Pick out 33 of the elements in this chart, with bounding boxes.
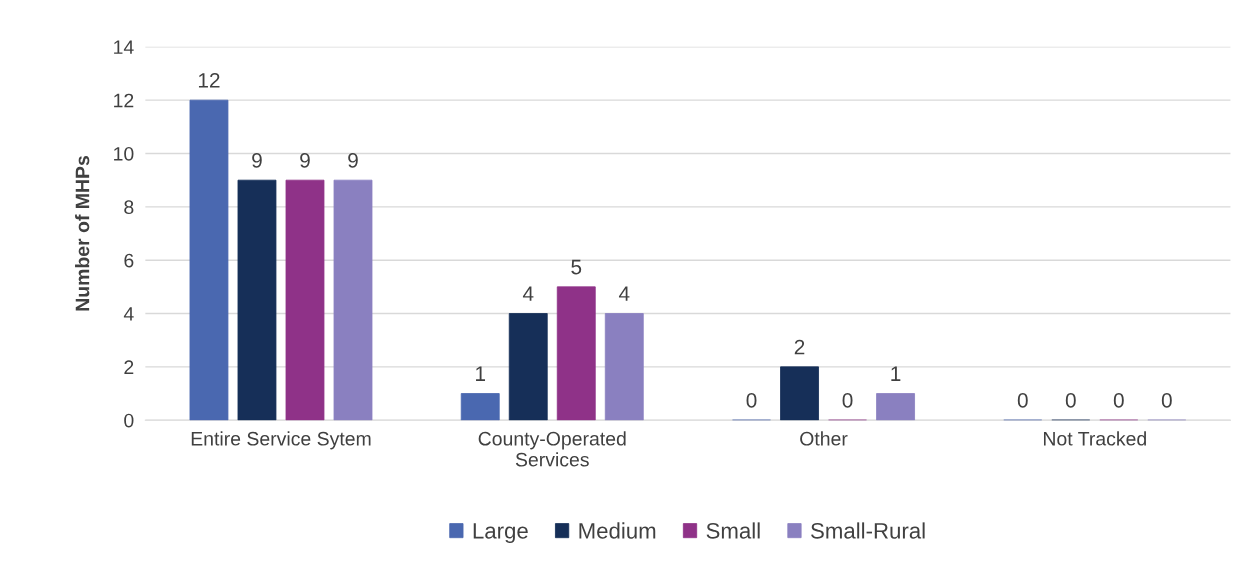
y-tick-label: 0 — [124, 413, 134, 428]
data-label: 1 — [891, 366, 901, 381]
y-tick-label: 4 — [123, 307, 134, 321]
data-label: 0 — [1161, 393, 1172, 408]
data-label: 2 — [794, 339, 805, 355]
y-tick-label: 2 — [124, 360, 134, 374]
y-axis-title: Number of MHPs — [75, 155, 90, 311]
x-tick-label: County-Operated Services — [478, 431, 626, 467]
y-tick-label: 8 — [124, 200, 134, 215]
data-label: 0 — [842, 393, 853, 408]
x-tick-label: Not Tracked — [1043, 431, 1146, 446]
data-label: 9 — [348, 152, 358, 168]
data-label: 0 — [1017, 393, 1028, 408]
data-label: 5 — [571, 259, 582, 275]
data-label: 9 — [252, 152, 262, 168]
data-label: 1 — [476, 366, 486, 381]
data-label: 0 — [1113, 393, 1124, 408]
x-tick-label: Other — [800, 431, 848, 446]
y-tick-label: 10 — [114, 146, 134, 161]
data-label: 4 — [618, 286, 630, 301]
y-tick-label: 12 — [114, 93, 134, 108]
legend-label: Small — [706, 522, 760, 539]
y-tick-label: 6 — [124, 253, 134, 268]
y-tick-label: 14 — [114, 40, 134, 54]
data-label: 0 — [746, 393, 757, 408]
data-label: 0 — [1065, 393, 1076, 408]
data-label: 12 — [198, 72, 220, 88]
legend-label: Large — [473, 523, 528, 544]
data-label: 4 — [522, 286, 534, 301]
legend-label: Medium — [579, 522, 656, 539]
legend-label: Small-Rural — [811, 522, 925, 539]
data-label: 9 — [300, 152, 310, 168]
x-tick-label: Entire Service Sytem — [191, 431, 371, 450]
